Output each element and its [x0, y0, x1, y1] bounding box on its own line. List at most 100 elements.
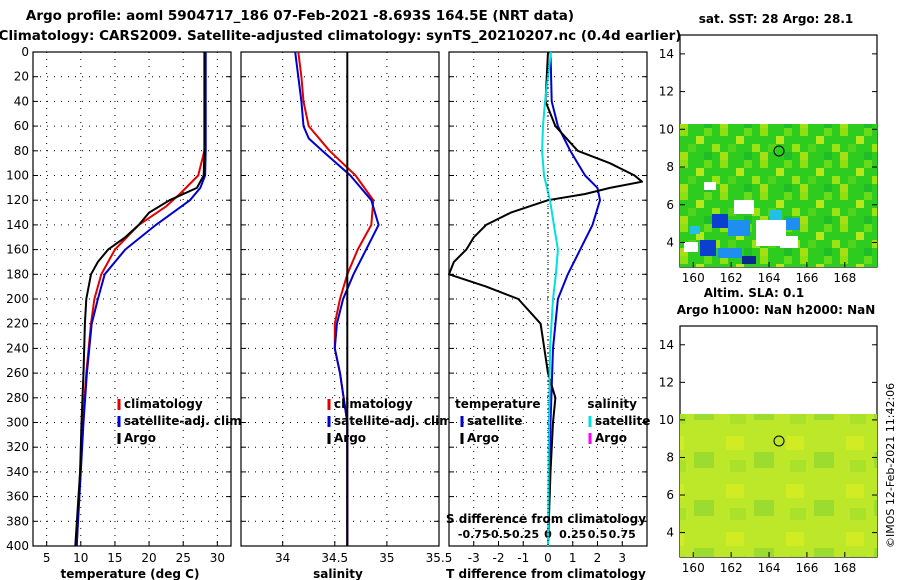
difference-x2-axis-label: S difference from climatology [446, 512, 646, 526]
legend-label-satellite: satellite-adj. clim. [124, 414, 246, 428]
depth-tick-label: 180 [6, 267, 29, 281]
sst-cold-patch [690, 226, 700, 234]
sst-gap [780, 236, 798, 248]
legend-label-s-satellite: satellite [595, 414, 650, 428]
x2-tick-label: 0.25 [559, 528, 586, 541]
map-y-tick-label: 6 [666, 198, 674, 212]
sst-map: sat. SST: 28 Argo: 28.1 160 162 164 166 168 4… [659, 12, 878, 285]
map-x-tick-label: 162 [720, 561, 743, 575]
x-tick-label: 0 [544, 551, 552, 565]
x-tick-label: 20 [141, 551, 156, 565]
depth-tick-label: 160 [6, 243, 29, 257]
difference-x-ticks: -3 -2 -1 0 1 2 3 [468, 541, 626, 565]
x-tick-label: 34.5 [321, 551, 348, 565]
depth-tick-label: 340 [6, 465, 29, 479]
x-tick-label: 3 [618, 551, 626, 565]
map-x-tick-label: 160 [682, 561, 705, 575]
sst-cold-patch [712, 214, 728, 228]
map-y-tick-label: 6 [666, 488, 674, 502]
map-y-tick-label: 10 [659, 413, 674, 427]
depth-tick-label: 300 [6, 416, 29, 430]
x-tick-label: 25 [176, 551, 191, 565]
sst-cold-patch [728, 220, 750, 236]
x-tick-label: 35.5 [426, 551, 453, 565]
x-tick-label: 30 [210, 551, 225, 565]
depth-tick-label: 400 [6, 539, 29, 553]
depth-tick-label: 20 [14, 70, 29, 84]
depth-tick-label: 60 [14, 119, 29, 133]
x-tick-label: -1 [517, 551, 529, 565]
depth-tick-label: 280 [6, 391, 29, 405]
legend-label-satellite: satellite-adj. clim. [334, 414, 456, 428]
map-y-tick-label: 8 [666, 450, 674, 464]
x2-tick-label: 0.75 [609, 528, 636, 541]
salinity-legend: climatology satellite-adj. clim. Argo [327, 397, 456, 445]
sla-field [680, 414, 877, 557]
difference-series [448, 51, 643, 547]
map-x-tick-label: 166 [795, 271, 818, 285]
figure-title-line2: Climatology: CARS2009. Satellite-adjuste… [0, 28, 681, 44]
depth-tick-label: 220 [6, 317, 29, 331]
map-x-tick-label: 168 [833, 561, 856, 575]
depth-tick-label: 240 [6, 341, 29, 355]
salinity-x-axis-label: salinity [313, 567, 363, 580]
map-x-tick-label: 160 [682, 271, 705, 285]
difference-panel: -3 -2 -1 0 1 2 3 -0.75-0.5-0.25 0 0.25 0.5 0.75 T … [446, 51, 650, 580]
legend-title-salinity: salinity [587, 397, 637, 411]
x-tick-label: -2 [493, 551, 505, 565]
sla-map-title-line1: Altim. SLA: 0.1 [704, 286, 805, 300]
sst-map-ticks: 160 162 164 166 168 4 6 8 10 12 14 [659, 47, 877, 285]
salinity-x-ticks: 34 34.5 35 35.5 [275, 541, 452, 565]
salinity-panel: 34 34.5 35 35.5 salinity climatology satell… [240, 51, 456, 580]
map-y-tick-label: 8 [666, 160, 674, 174]
temperature-x-axis-label: temperature (deg C) [61, 567, 200, 580]
sst-gap [684, 242, 698, 252]
figure-title-line1: Argo profile: aoml 5904717_186 07-Feb-20… [26, 8, 574, 24]
legend-label-t-satellite: satellite [467, 414, 522, 428]
depth-tick-label: 80 [14, 144, 29, 158]
depth-tick-label: 200 [6, 292, 29, 306]
sst-gaps [684, 182, 798, 252]
series-line-salinity-satellite [541, 51, 559, 547]
sst-cold-patch [700, 240, 716, 256]
sla-map-ticks: 160 162 164 166 168 4 6 8 10 12 14 [659, 338, 877, 575]
depth-tick-label: 40 [14, 94, 29, 108]
x-tick-label: -3 [468, 551, 480, 565]
map-x-tick-label: 168 [833, 271, 856, 285]
sst-gap [734, 200, 754, 214]
imos-credit: ©IMOS 12-Feb-2021 11:42:06 [884, 383, 897, 548]
difference-legend: temperature satellite Argo salinity sate… [455, 397, 650, 445]
sst-cold-patch [718, 248, 742, 258]
x2-tick-label: -0.5 [486, 528, 510, 541]
map-x-tick-label: 166 [795, 561, 818, 575]
legend-label-climatology: climatology [334, 397, 413, 411]
sla-map-title-line2: Argo h1000: NaN h2000: NaN [677, 303, 876, 317]
legend-label-argo: Argo [334, 431, 366, 445]
argo-position-marker [773, 145, 785, 157]
map-y-tick-label: 10 [659, 122, 674, 136]
x-tick-label: 10 [73, 551, 88, 565]
legend-label-argo: Argo [124, 431, 156, 445]
map-y-tick-label: 14 [659, 47, 674, 61]
legend-label-climatology: climatology [124, 397, 203, 411]
legend-title-temperature: temperature [455, 397, 540, 411]
temperature-legend: climatology satellite-adj. clim. Argo [117, 397, 246, 445]
temperature-series [74, 52, 207, 547]
x-tick-label: 1 [569, 551, 577, 565]
legend-label-t-argo: Argo [467, 431, 499, 445]
map-y-tick-label: 14 [659, 338, 674, 352]
x-tick-label: 2 [594, 551, 602, 565]
map-y-tick-label: 4 [666, 235, 674, 249]
sla-map: Altim. SLA: 0.1 Argo h1000: NaN h2000: N… [659, 286, 878, 575]
sst-map-title: sat. SST: 28 Argo: 28.1 [699, 12, 853, 26]
depth-tick-label: 0 [21, 45, 29, 59]
sst-cold-patch [770, 210, 782, 220]
salinity-grid [241, 51, 440, 547]
x-tick-label: 35 [379, 551, 394, 565]
depth-tick-label: 380 [6, 514, 29, 528]
depth-tick-label: 120 [6, 193, 29, 207]
map-y-tick-label: 12 [659, 375, 674, 389]
depth-tick-labels: 0 20 40 60 80 100 120 140 160 180 200 220 240 260 280 3… [6, 45, 29, 553]
temperature-grid [33, 51, 231, 547]
difference-x-axis-label: T difference from climatology [446, 567, 646, 580]
